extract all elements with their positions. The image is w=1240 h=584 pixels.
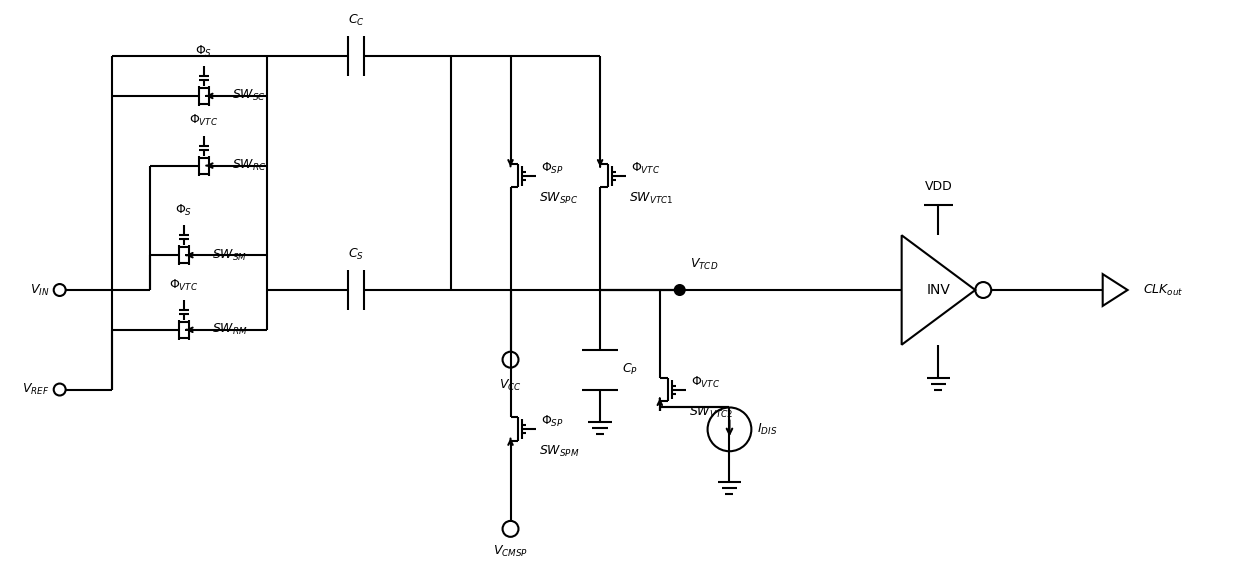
Text: $SW_{SPM}$: $SW_{SPM}$ <box>539 444 580 460</box>
Polygon shape <box>901 235 976 345</box>
Text: $\Phi_{SP}$: $\Phi_{SP}$ <box>542 414 564 429</box>
Text: $SW_{SC}$: $SW_{SC}$ <box>232 88 265 103</box>
Text: $\Phi_{VTC}$: $\Phi_{VTC}$ <box>631 161 661 176</box>
Text: $V_{REF}$: $V_{REF}$ <box>22 382 50 397</box>
Text: $\Phi_{VTC}$: $\Phi_{VTC}$ <box>691 374 720 390</box>
Text: $C_P$: $C_P$ <box>622 362 639 377</box>
Text: VDD: VDD <box>925 180 952 193</box>
Text: $SW_{VTC1}$: $SW_{VTC1}$ <box>629 190 673 206</box>
Text: $\Phi_{SP}$: $\Phi_{SP}$ <box>542 161 564 176</box>
Text: $V_{IN}$: $V_{IN}$ <box>30 283 50 298</box>
Text: $\Phi_S$: $\Phi_S$ <box>176 203 192 218</box>
Text: $SW_{SM}$: $SW_{SM}$ <box>212 248 247 263</box>
Text: $V_{CMSP}$: $V_{CMSP}$ <box>494 544 528 559</box>
Text: $C_C$: $C_C$ <box>348 13 365 28</box>
Text: $SW_{VTC2}$: $SW_{VTC2}$ <box>688 405 733 419</box>
Text: $SW_{RC}$: $SW_{RC}$ <box>232 158 267 173</box>
Text: $CLK_{out}$: $CLK_{out}$ <box>1142 283 1183 298</box>
Circle shape <box>675 285 684 295</box>
Text: $\Phi_S$: $\Phi_S$ <box>196 44 212 59</box>
Text: $SW_{RM}$: $SW_{RM}$ <box>212 322 248 338</box>
Text: $V_{CC}$: $V_{CC}$ <box>500 378 522 392</box>
Text: $SW_{SPC}$: $SW_{SPC}$ <box>539 190 579 206</box>
Text: INV: INV <box>926 283 950 297</box>
Text: $\Phi_{VTC}$: $\Phi_{VTC}$ <box>190 113 218 128</box>
Text: $\Phi_{VTC}$: $\Phi_{VTC}$ <box>170 277 198 293</box>
Polygon shape <box>1102 274 1127 306</box>
Text: $V_{TCD}$: $V_{TCD}$ <box>689 257 718 272</box>
Text: $C_S$: $C_S$ <box>348 247 365 262</box>
Text: $I_{DIS}$: $I_{DIS}$ <box>758 422 777 437</box>
